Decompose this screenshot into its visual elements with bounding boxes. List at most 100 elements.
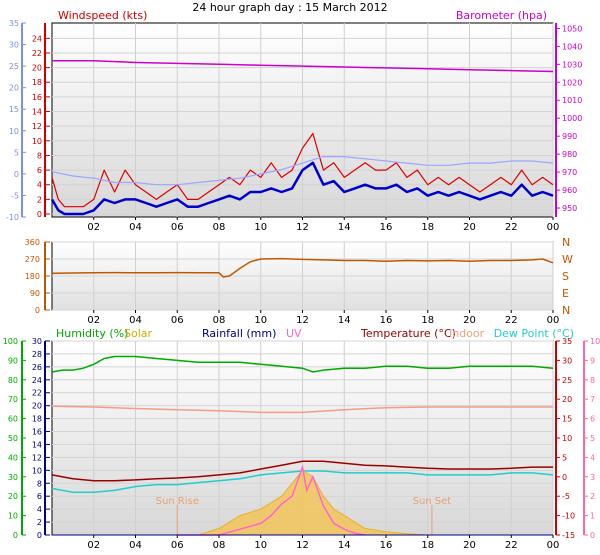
uv-axis-tick-label: 6 [590, 415, 595, 424]
windspeed-axis-tick-label: 20 [32, 64, 42, 73]
direction-xtick-label: 00 [547, 315, 560, 326]
sun-rise-label: Sun Rise [156, 496, 199, 507]
temperature-axis-tick-label: 25 [562, 376, 572, 385]
windspeed-axis-tick-label: 14 [32, 108, 42, 117]
wind-panel: 02 04 06 08 10 12 14 16 18 20 22 00-10-505101520253… [6, 9, 582, 233]
windspeed-axis-tick-label: 22 [32, 49, 42, 58]
windspeed-axis-tick-label: 8 [37, 151, 42, 160]
compass-label: N [562, 236, 570, 249]
climate-panel: Sun Rise Sun Set 02 04 06 08 10 12 14 16 18 20 22 00… [3, 327, 600, 551]
climate-xtick-label: 12 [296, 540, 309, 551]
uv-line [177, 464, 366, 536]
rainfall-axis-tick-label: 22 [32, 389, 42, 398]
direction-xtick-label: 16 [380, 315, 393, 326]
rainfall-axis-tick-label: 16 [32, 428, 42, 437]
solar-label: Solar [124, 327, 153, 340]
direction-xtick-label: 06 [171, 315, 184, 326]
barometer-axis-tick-label: 1050 [562, 24, 582, 33]
direction-xtick-label: 02 [87, 315, 100, 326]
windspeed-axis-tick-label: 2 [37, 195, 42, 204]
temperature-axis-tick-label: -10 [562, 512, 575, 521]
uv-axis-tick-label: 9 [590, 356, 595, 365]
wind-xtick-label: 14 [338, 222, 351, 233]
temperature-light-line [51, 156, 554, 186]
temperature-axis-tick-label: 35 [562, 337, 572, 346]
wind-xtick-label: 12 [296, 222, 309, 233]
rainfall-axis-tick-label: 26 [32, 363, 42, 372]
rainfall-axis-tick-label: 28 [32, 350, 42, 359]
climate-xtick-label: 20 [463, 540, 476, 551]
humidity-axis-tick-label: 40 [8, 453, 18, 462]
direction-xtick-label: 08 [213, 315, 226, 326]
barometer-axis-tick-label: 960 [562, 186, 577, 195]
windspeed-axis-tick-label: 16 [32, 93, 42, 102]
humidity-axis-tick-label: 0 [13, 531, 18, 540]
uv-axis-tick-label: 3 [590, 473, 595, 482]
direction-tick-label: 90 [30, 289, 40, 298]
rainfall-axis-tick-label: 4 [37, 505, 42, 514]
windspeed-label: Windspeed (kts) [58, 9, 147, 22]
wind-xtick-label: 22 [505, 222, 518, 233]
barometer-axis-tick-label: 990 [562, 132, 577, 141]
rainfall-axis-tick-label: 14 [32, 440, 42, 449]
climate-xtick-label: 10 [254, 540, 267, 551]
wind-xtick-label: 06 [171, 222, 184, 233]
climate-xtick-label: 22 [505, 540, 518, 551]
temperature-axis-tick-label: 30 [562, 356, 572, 365]
barometer-axis-tick-label: 950 [562, 204, 577, 213]
direction-xtick-label: 20 [463, 315, 476, 326]
windspeed-axis-tick-label: 10 [32, 137, 42, 146]
climate-xtick-label: 04 [129, 540, 142, 551]
humidity-axis-tick-label: 90 [8, 356, 18, 365]
humidity-axis-tick-label: 50 [8, 434, 18, 443]
direction-xtick-label: 12 [296, 315, 309, 326]
temp-axis-tick-label: 35 [9, 19, 19, 28]
climate-xtick-label: 02 [87, 540, 100, 551]
direction-tick-label: 0 [35, 306, 40, 315]
climate-xtick-label: 14 [338, 540, 351, 551]
rainfall-axis-tick-label: 30 [32, 337, 42, 346]
direction-xtick-label: 04 [129, 315, 142, 326]
humidity-axis-tick-label: 60 [8, 415, 18, 424]
direction-tick-label: 270 [25, 255, 40, 264]
windspeed-axis-tick-label: 18 [32, 78, 42, 87]
rainfall-axis-tick-label: 6 [37, 492, 42, 501]
temp-axis-tick-label: 10 [9, 127, 19, 136]
climate-xtick-label: 06 [171, 540, 184, 551]
uv-axis-tick-label: 0 [590, 531, 595, 540]
barometer-axis-tick-label: 970 [562, 168, 577, 177]
direction-tick-label: 180 [25, 272, 40, 281]
wind-xtick-label: 04 [129, 222, 142, 233]
direction-xtick-label: 10 [254, 315, 267, 326]
windspeed-axis-tick-label: 6 [37, 166, 42, 175]
barometer-axis-tick-label: 1040 [562, 42, 582, 51]
wind-xtick-label: 20 [463, 222, 476, 233]
uv-axis-tick-label: 2 [590, 492, 595, 501]
temp-axis-tick-label: -10 [6, 213, 19, 222]
uv-axis-tick-label: 8 [590, 376, 595, 385]
rainfall-axis-tick-label: 8 [37, 479, 42, 488]
barometer-label: Barometer (hpa) [456, 9, 547, 22]
direction-line [51, 257, 554, 278]
windspeed-axis-tick-label: 12 [32, 122, 42, 131]
climate-xtick-label: 18 [421, 540, 434, 551]
temperature-label: Temperature (°C) [360, 327, 456, 340]
temperature-axis-tick-label: -15 [562, 531, 575, 540]
sun-set-label: Sun Set [413, 496, 452, 507]
temperature-axis-tick-label: 15 [562, 415, 572, 424]
temperature-axis-tick-label: 20 [562, 395, 572, 404]
chart-title: 24 hour graph day : 15 March 2012 [192, 1, 387, 14]
wind-xtick-label: 10 [254, 222, 267, 233]
uv-axis-tick-label: 5 [590, 434, 595, 443]
wind-average-line [50, 161, 554, 216]
uv-axis-tick-label: 7 [590, 395, 595, 404]
uv-label: UV [286, 327, 302, 340]
climate-xtick-label: 08 [213, 540, 226, 551]
humidity-axis-tick-label: 80 [8, 376, 18, 385]
rainfall-label: Rainfall (mm) [202, 327, 276, 340]
humidity-label: Humidity (%) [56, 327, 128, 340]
wind-xtick-label: 18 [421, 222, 434, 233]
windspeed-axis-tick-label: 24 [32, 34, 42, 43]
rainfall-axis-tick-label: 12 [32, 453, 42, 462]
